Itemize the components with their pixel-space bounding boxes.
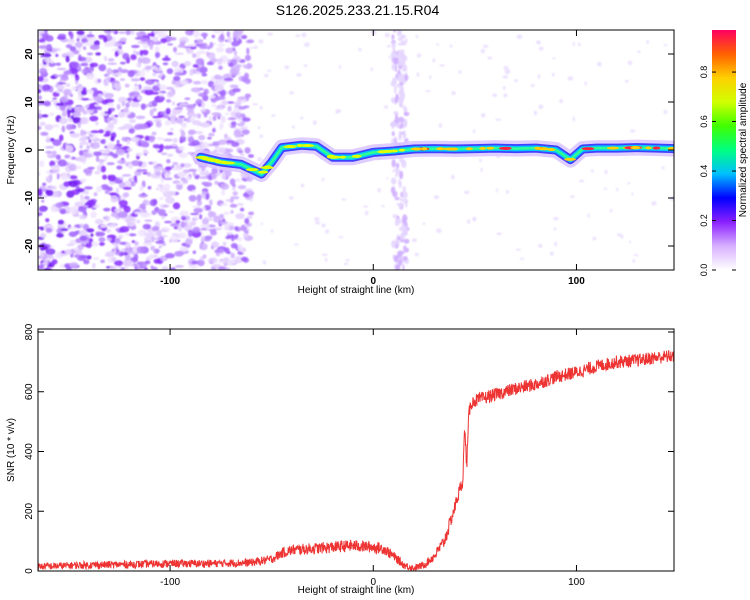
snr-x-label: Height of straight line (km)	[298, 585, 415, 596]
snr-x-tick-label: -100	[160, 577, 180, 588]
colorbar-tick-label: 0.4	[699, 165, 709, 178]
spectrogram-noise	[38, 30, 674, 270]
tone-peak	[502, 146, 512, 150]
tone-peak	[436, 147, 445, 151]
snr-x-tick-label: 0	[370, 577, 376, 588]
spectrogram-x-tick-label: 100	[568, 276, 585, 287]
tone-peak	[398, 148, 406, 152]
tone-peak	[581, 147, 595, 151]
colorbar-gradient	[712, 30, 736, 270]
snr-y-tick-label: 200	[24, 502, 35, 519]
tone-peak	[245, 168, 259, 172]
spectrogram-x-tick-label: 0	[370, 276, 376, 287]
tone-peak	[479, 146, 486, 150]
tone-peak	[465, 147, 473, 151]
spectrogram-x-label: Height of straight line (km)	[298, 285, 415, 296]
tone-peak	[209, 158, 217, 162]
tone-track	[192, 137, 674, 182]
tone-peak	[652, 146, 661, 150]
tone-peak	[389, 149, 398, 153]
snr-y-tick-label: 800	[24, 323, 35, 340]
snr-x-ticks: -100 0 100	[160, 329, 585, 588]
tone-peak	[534, 146, 542, 150]
tone-peak	[214, 160, 228, 164]
spectrogram-y-label: Frequency (Hz)	[6, 116, 17, 185]
tone-peak	[444, 147, 457, 151]
colorbar-ticks: 0.0 0.2 0.4 0.6 0.8	[699, 66, 736, 276]
snr-y-tick-label: 600	[24, 383, 35, 400]
snr-panel: -100 0 100 0 200 400 600 800 Height of straigh…	[6, 323, 675, 596]
spectrogram-y-tick-label: 10	[24, 96, 35, 108]
tone-peak	[564, 157, 576, 161]
spectrogram-y-tick-label: -20	[24, 238, 35, 253]
tone-peak	[377, 150, 388, 154]
tone-peak	[410, 147, 422, 151]
colorbar-tick-label: 0.0	[699, 264, 709, 277]
tone-peak	[260, 166, 274, 170]
colorbar-label: Normalized spectral amplitude	[738, 82, 749, 217]
snr-y-tick-label: 400	[24, 443, 35, 460]
snr-x-tick-label: 100	[568, 577, 585, 588]
tone-peak	[283, 145, 297, 149]
snr-series-line	[38, 350, 674, 571]
tone-peak	[421, 147, 428, 151]
snr-frame	[37, 328, 675, 572]
tone-peak	[257, 170, 269, 174]
spectrogram-y-tick-label: 0	[24, 147, 35, 153]
tone-peak	[354, 154, 361, 158]
snr-y-label: SNR (10 * v/v)	[6, 418, 17, 482]
tone-peak	[645, 146, 652, 150]
tone-peak	[339, 155, 346, 159]
colorbar-tick-label: 0.6	[699, 115, 709, 128]
spectrogram-y-ticks: -20 -10 0 10 20	[24, 48, 674, 253]
spectrogram-y-tick-label: -10	[24, 190, 35, 205]
spectrogram-x-ticks: -100 0 100	[160, 30, 585, 287]
tone-peak	[547, 148, 556, 152]
spectrogram-y-tick-label: 20	[24, 48, 35, 60]
snr-y-tick-label: 0	[24, 568, 35, 574]
spectrogram-x-tick-label: -100	[160, 276, 180, 287]
snr-y-ticks: 0 200 400 600 800	[24, 323, 674, 574]
tone-peak	[300, 144, 315, 148]
colorbar-tick-label: 0.2	[699, 214, 709, 227]
tone-peak	[630, 146, 641, 150]
colorbar-tick-label: 0.8	[699, 66, 709, 79]
tone-peak	[486, 146, 495, 150]
tone-peak	[326, 154, 336, 158]
tone-peak	[667, 147, 674, 151]
colorbar: 0.0 0.2 0.4 0.6 0.8 Normalized spectral ampl…	[699, 30, 749, 276]
tone-peak	[606, 146, 619, 150]
chart-title: S126.2025.233.21.15.R04	[275, 2, 440, 18]
